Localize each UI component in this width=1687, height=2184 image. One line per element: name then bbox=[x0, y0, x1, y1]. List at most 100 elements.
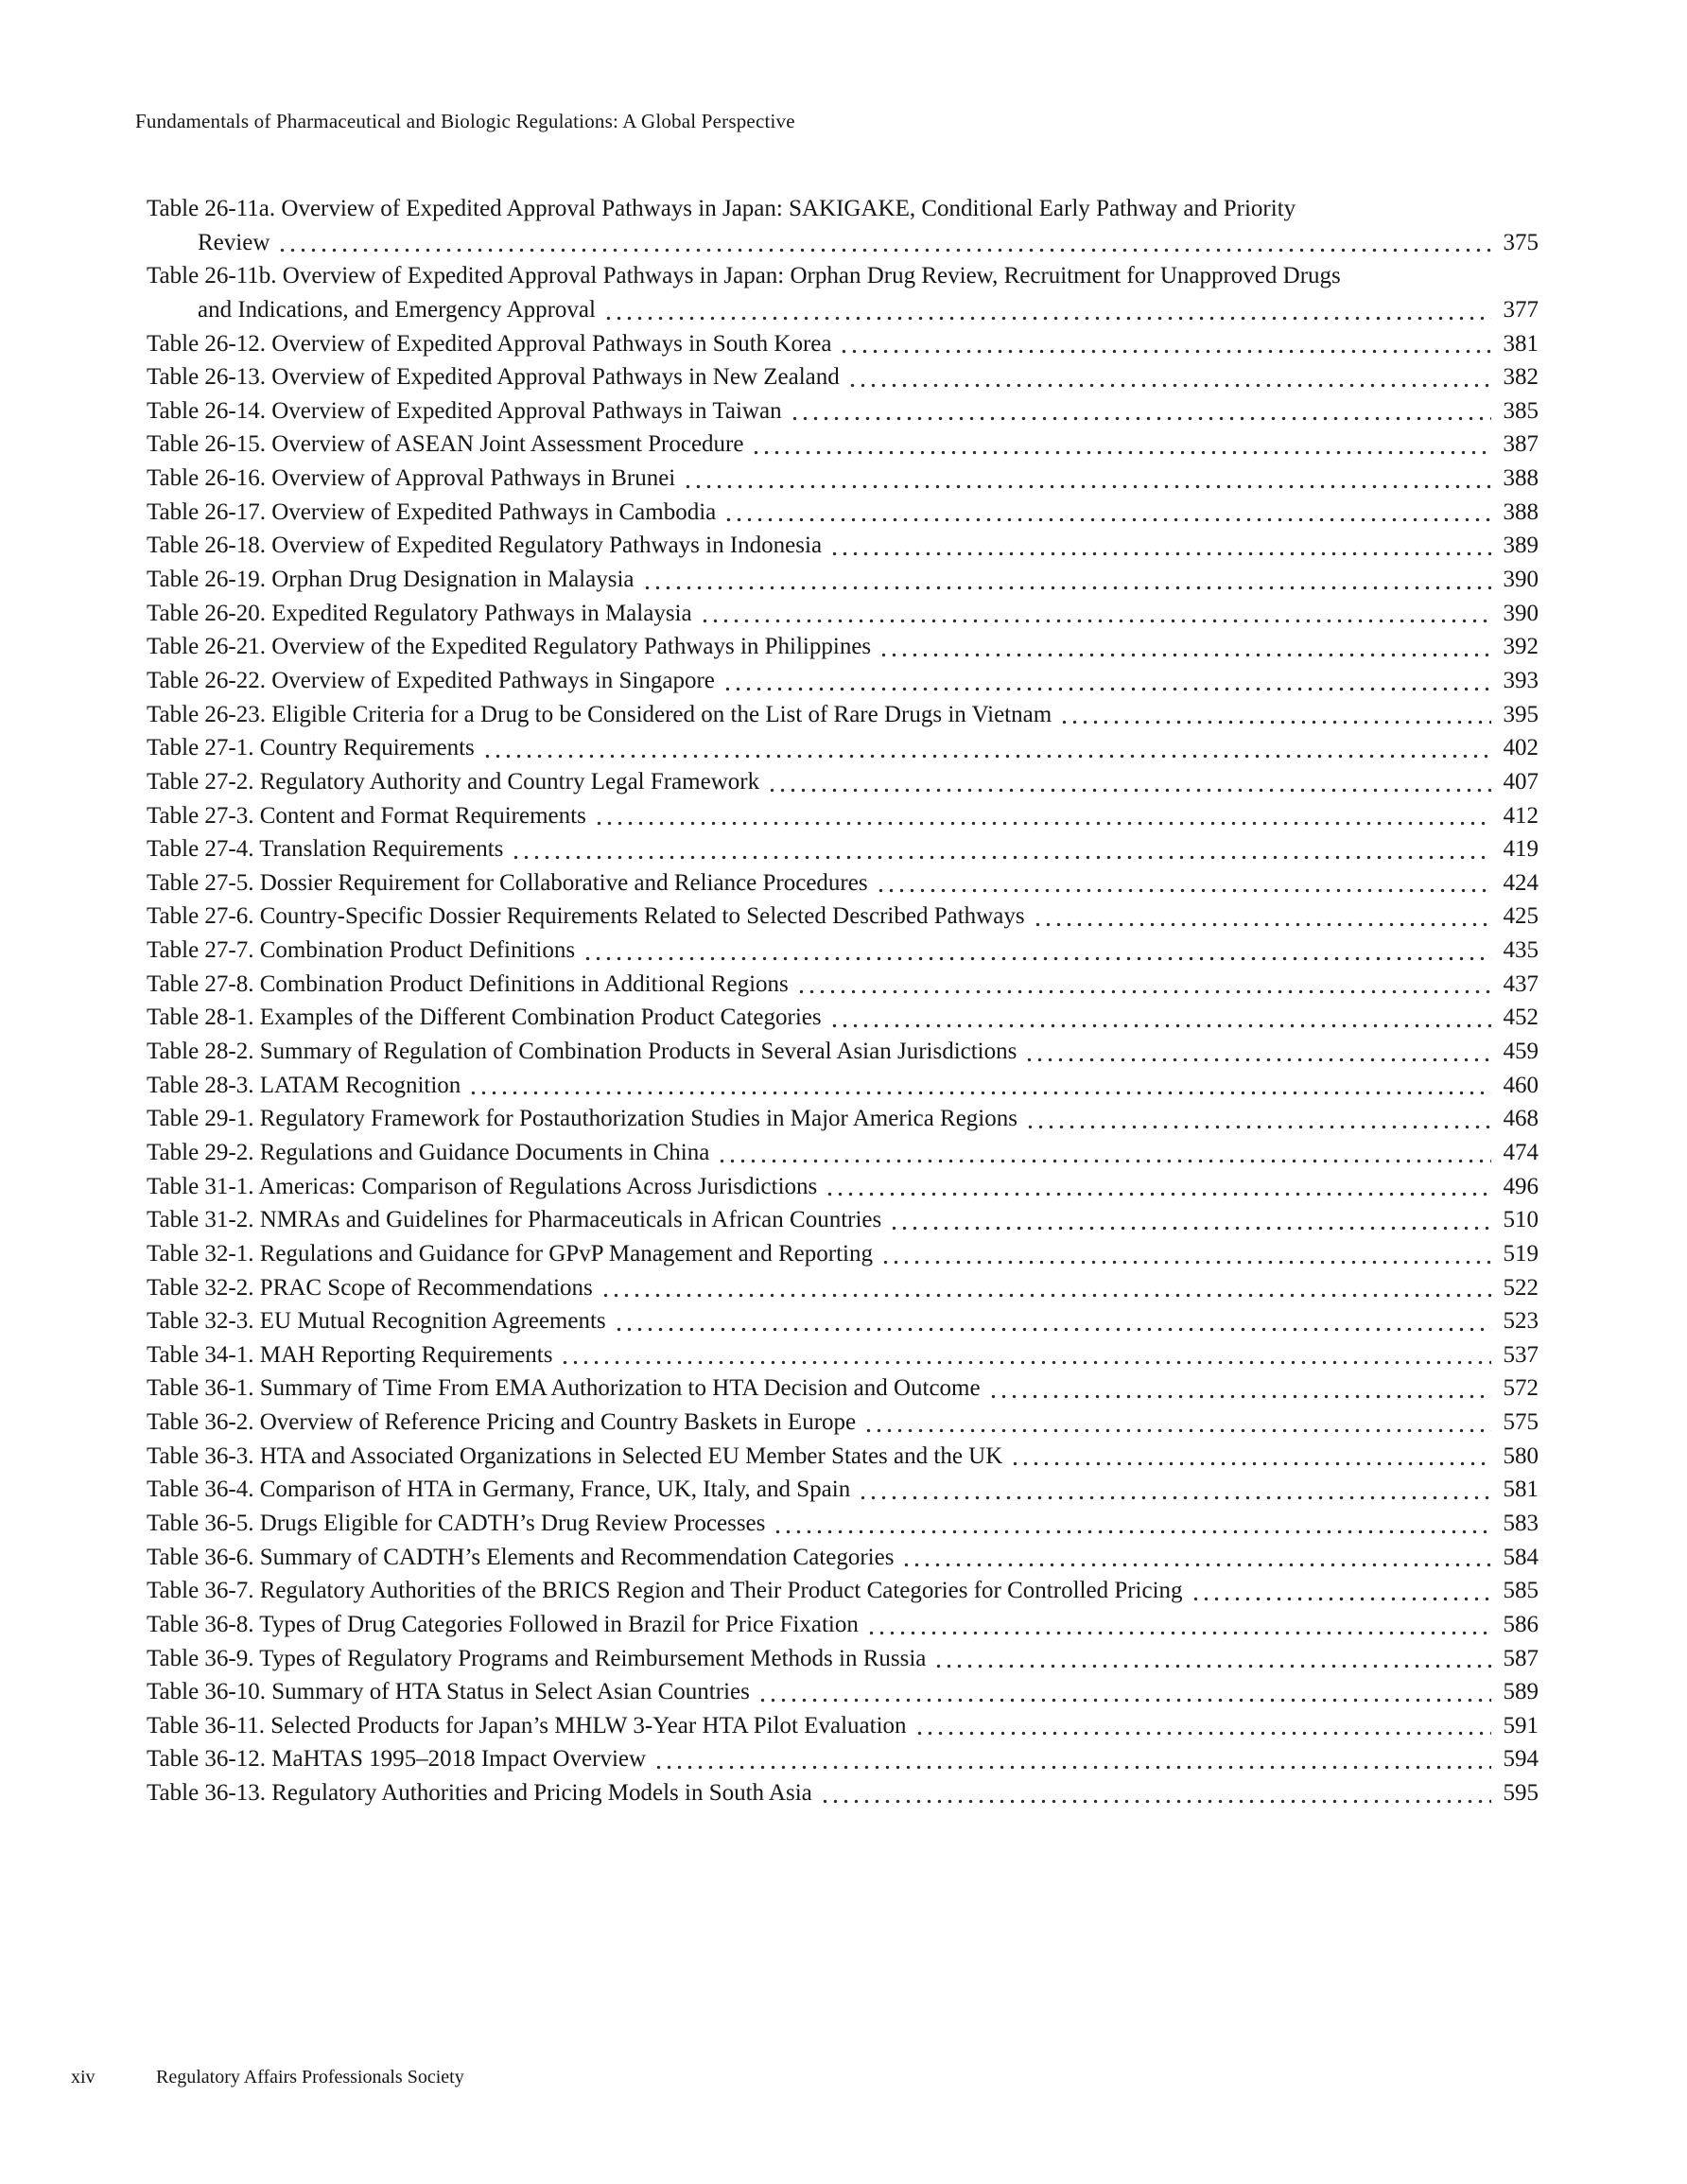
toc-entry-title: Table 36-11. Selected Products for Japan… bbox=[147, 1712, 907, 1738]
dot-leader bbox=[1190, 1574, 1491, 1608]
toc-page-number: 387 bbox=[1503, 431, 1539, 458]
toc-page-number: 377 bbox=[1503, 296, 1539, 323]
toc-entry-title: Table 27-7. Combination Product Definiti… bbox=[147, 937, 576, 964]
dot-leader bbox=[795, 967, 1491, 1002]
toc-page-number: 412 bbox=[1503, 802, 1539, 829]
toc-entry: Table 36-13. Regulatory Authorities and … bbox=[147, 1776, 1539, 1810]
toc-entry: Table 26-12. Overview of Expedited Appro… bbox=[147, 326, 1539, 361]
dot-leader bbox=[277, 225, 1491, 260]
toc-entry: Table 27-3. Content and Format Requireme… bbox=[147, 798, 1539, 833]
toc-entry: Table 36-3. HTA and Associated Organizat… bbox=[147, 1439, 1539, 1474]
toc-entry-title: and Indications, and Emergency Approval bbox=[198, 296, 596, 323]
dot-leader bbox=[468, 1068, 1491, 1103]
toc-page-number: 591 bbox=[1503, 1712, 1539, 1738]
toc-page-number: 594 bbox=[1503, 1746, 1539, 1773]
toc-entry-title: Table 27-6. Country-Specific Dossier Req… bbox=[147, 903, 1025, 930]
toc-page-number: 583 bbox=[1503, 1510, 1539, 1536]
toc-entry: Table 27-7. Combination Product Definiti… bbox=[147, 934, 1539, 968]
toc-entry: Table 26-13. Overview of Expedited Appro… bbox=[147, 360, 1539, 394]
dot-leader bbox=[863, 1406, 1491, 1440]
toc-entry: Table 26-22. Overview of Expedited Pathw… bbox=[147, 663, 1539, 698]
toc-page-number: 435 bbox=[1503, 937, 1539, 964]
toc-entry-title: Table 26-23. Eligible Criteria for a Dru… bbox=[147, 701, 1052, 727]
toc-entry: Table 29-2. Regulations and Guidance Doc… bbox=[147, 1135, 1539, 1170]
toc-page-number: 581 bbox=[1503, 1476, 1539, 1503]
toc-entry: Table 27-8. Combination Product Definiti… bbox=[147, 967, 1539, 1002]
toc-entry: Table 36-11. Selected Products for Japan… bbox=[147, 1708, 1539, 1743]
toc-entry: Table 36-9. Types of Regulatory Programs… bbox=[147, 1641, 1539, 1676]
toc-entry: Table 26-21. Overview of the Expedited R… bbox=[147, 630, 1539, 664]
toc-entry: Table 36-5. Drugs Eligible for CADTH’s D… bbox=[147, 1506, 1539, 1541]
dot-leader bbox=[613, 1304, 1491, 1338]
toc-page-number: 580 bbox=[1503, 1442, 1539, 1469]
dot-leader bbox=[600, 1270, 1491, 1305]
toc-entry-title: Table 28-2. Summary of Regulation of Com… bbox=[147, 1039, 1017, 1065]
toc-page-number: 459 bbox=[1503, 1039, 1539, 1065]
toc-page-number: 389 bbox=[1503, 533, 1539, 559]
toc-entry-title: Table 26-17. Overview of Expedited Pathw… bbox=[147, 498, 717, 525]
toc-entry-title: Table 36-5. Drugs Eligible for CADTH’s D… bbox=[147, 1510, 766, 1536]
dot-leader bbox=[933, 1641, 1491, 1676]
toc-page-number: 519 bbox=[1503, 1240, 1539, 1267]
dot-leader bbox=[560, 1337, 1491, 1372]
toc-entry: Table 31-2. NMRAs and Guidelines for Pha… bbox=[147, 1203, 1539, 1237]
toc-page-number: 575 bbox=[1503, 1409, 1539, 1436]
toc-entry: Table 36-7. Regulatory Authorities of th… bbox=[147, 1574, 1539, 1608]
toc-entry-title: Table 36-8. Types of Drug Categories Fol… bbox=[147, 1611, 859, 1637]
toc-page-number: 424 bbox=[1503, 869, 1539, 896]
toc-page-number: 392 bbox=[1503, 634, 1539, 660]
toc-entry-title: Table 31-1. Americas: Comparison of Regu… bbox=[147, 1173, 818, 1199]
toc-entry: Table 32-1. Regulations and Guidance for… bbox=[147, 1236, 1539, 1271]
toc-entry: Table 36-10. Summary of HTA Status in Se… bbox=[147, 1675, 1539, 1709]
toc-entry-title: Table 36-13. Regulatory Authorities and … bbox=[147, 1780, 812, 1807]
toc-entry-title: Table 27-1. Country Requirements bbox=[147, 735, 475, 761]
toc-entry-title: Table 36-7. Regulatory Authorities of th… bbox=[147, 1578, 1183, 1604]
toc-entry-title: Table 26-12. Overview of Expedited Appro… bbox=[147, 330, 832, 357]
toc-entry-title: Table 26-11b. Overview of Expedited Appr… bbox=[147, 263, 1341, 289]
toc-entry: Table 26-11b. Overview of Expedited Appr… bbox=[147, 259, 1539, 293]
toc-page-number: 388 bbox=[1503, 465, 1539, 492]
toc-entry-title: Table 34-1. MAH Reporting Requirements bbox=[147, 1341, 553, 1368]
toc-entry-title: Table 26-13. Overview of Expedited Appro… bbox=[147, 364, 840, 391]
dot-leader bbox=[723, 495, 1491, 530]
dot-leader bbox=[593, 798, 1491, 833]
toc-entry-title: Review bbox=[198, 229, 270, 255]
toc-page-number: 390 bbox=[1503, 600, 1539, 626]
toc-entry: Table 26-19. Orphan Drug Designation in … bbox=[147, 563, 1539, 597]
toc-page-number: 419 bbox=[1503, 836, 1539, 863]
dot-leader bbox=[1059, 697, 1491, 732]
toc-entry-title: Table 27-4. Translation Requirements bbox=[147, 836, 504, 863]
toc-page-number: 382 bbox=[1503, 364, 1539, 391]
toc-entry: Table 36-4. Comparison of HTA in Germany… bbox=[147, 1473, 1539, 1507]
toc-entry: Table 27-1. Country Requirements 402 bbox=[147, 731, 1539, 765]
dot-leader bbox=[757, 1675, 1491, 1709]
folio-page-number: xiv bbox=[71, 2067, 96, 2088]
toc-page-number: 402 bbox=[1503, 735, 1539, 761]
toc-entry-title: Table 27-5. Dossier Requirement for Coll… bbox=[147, 869, 868, 896]
toc-entry: Review 375 bbox=[147, 225, 1539, 260]
toc-entry: Table 26-20. Expedited Regulatory Pathwa… bbox=[147, 596, 1539, 631]
toc-entry-title: Table 27-8. Combination Product Definiti… bbox=[147, 970, 789, 997]
toc-page-number: 390 bbox=[1503, 567, 1539, 593]
toc-page-number: 452 bbox=[1503, 1005, 1539, 1031]
toc-entry-title: Table 36-2. Overview of Reference Pricin… bbox=[147, 1409, 857, 1436]
dot-leader bbox=[1024, 1035, 1491, 1069]
toc-entry: Table 36-12. MaHTAS 1995–2018 Impact Ove… bbox=[147, 1742, 1539, 1777]
toc-entry-title: Table 28-1. Examples of the Different Co… bbox=[147, 1005, 822, 1031]
toc-entry: Table 26-23. Eligible Criteria for a Dru… bbox=[147, 697, 1539, 732]
dot-leader bbox=[846, 360, 1491, 394]
toc-entry-title: Table 29-1. Regulatory Framework for Pos… bbox=[147, 1106, 1017, 1132]
dot-leader bbox=[1010, 1439, 1491, 1474]
dot-leader bbox=[751, 428, 1491, 463]
dot-leader bbox=[683, 462, 1491, 496]
toc-entry: Table 28-2. Summary of Regulation of Com… bbox=[147, 1035, 1539, 1069]
dot-leader bbox=[481, 731, 1491, 765]
toc-entry: Table 32-2. PRAC Scope of Recommendation… bbox=[147, 1270, 1539, 1305]
dot-leader bbox=[717, 1135, 1491, 1170]
toc-entry: Table 26-17. Overview of Expedited Pathw… bbox=[147, 495, 1539, 530]
toc-page-number: 595 bbox=[1503, 1780, 1539, 1807]
dot-leader bbox=[773, 1506, 1491, 1541]
toc-entry-title: Table 36-1. Summary of Time From EMA Aut… bbox=[147, 1375, 981, 1402]
toc-entry-title: Table 26-18. Overview of Expedited Regul… bbox=[147, 533, 823, 559]
dot-leader bbox=[913, 1708, 1491, 1743]
